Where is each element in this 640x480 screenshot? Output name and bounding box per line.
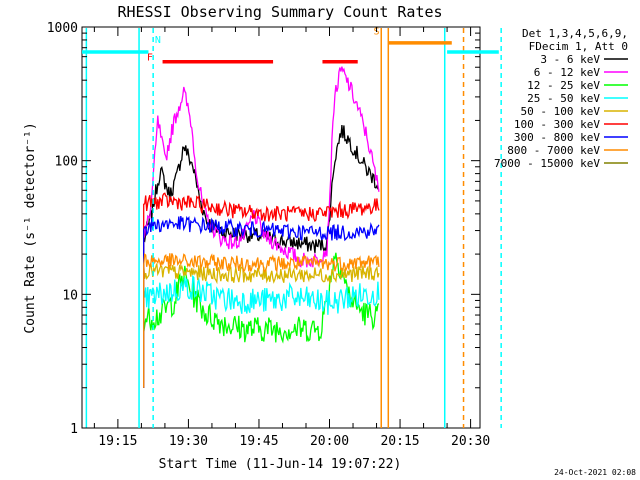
series-line-3 (143, 274, 380, 388)
legend-label: 100 - 300 keV (514, 118, 600, 131)
x-tick-label: 19:15 (98, 434, 137, 449)
x-tick-label: 20:00 (310, 434, 349, 449)
plot-area (81, 26, 481, 429)
legend-label: 800 - 7000 keV (507, 144, 600, 157)
legend-label: 300 - 800 keV (514, 131, 600, 144)
y-tick-label: 10 (62, 288, 78, 303)
plot-frame (81, 26, 481, 429)
axis-layer: 1 10 100 1000 19:15 19:30 19:45 20:00 20:15 20:30 (47, 21, 490, 449)
series-line-5 (143, 192, 380, 388)
legend-label: 50 - 100 keV (521, 105, 601, 118)
series-line-6 (143, 215, 380, 388)
legend-label: 25 - 50 keV (527, 92, 600, 105)
x-tick-label: 19:45 (239, 434, 278, 449)
y-tick-label: 1000 (47, 21, 78, 36)
x-axis-label: Start Time (11-Jun-14 19:07:22) (159, 457, 402, 472)
y-axis-label: Count Rate (s⁻¹ detector⁻¹) (23, 122, 38, 333)
annotation-n: N (155, 35, 161, 46)
x-tick-label: 20:30 (451, 434, 490, 449)
marker-layer: NFS (82, 26, 502, 428)
legend-header: FDecim 1, Att 0 (529, 40, 628, 53)
legend-label: 3 - 6 keV (540, 53, 600, 66)
y-tick-label: 100 (55, 155, 78, 170)
legend-label: 12 - 25 keV (527, 79, 600, 92)
series-line-4 (143, 263, 380, 388)
chart-title: RHESSI Observing Summary Count Rates (117, 3, 442, 21)
x-tick-label: 19:30 (169, 434, 208, 449)
legend-header: Det 1,3,4,5,6,9, (522, 27, 628, 40)
x-tick-label: 20:15 (380, 434, 419, 449)
series-line-7 (143, 253, 380, 388)
legend: Det 1,3,4,5,6,9,FDecim 1, Att 03 - 6 keV… (494, 27, 628, 170)
legend-label: 7000 - 15000 keV (494, 157, 600, 170)
legend-label: 6 - 12 keV (534, 66, 601, 79)
series-line-1 (143, 66, 380, 388)
annotation-f: F (147, 53, 153, 64)
y-tick-label: 1 (70, 422, 78, 437)
series-layer (143, 66, 380, 388)
footer-timestamp: 24-Oct-2021 02:08 (554, 468, 636, 477)
series-line-2 (143, 252, 380, 388)
series-line-0 (143, 124, 380, 388)
